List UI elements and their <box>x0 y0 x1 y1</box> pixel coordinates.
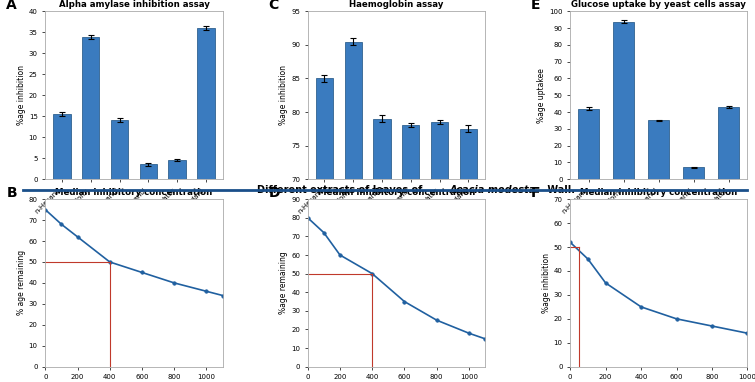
Bar <box>374 119 390 382</box>
Bar <box>613 21 634 179</box>
Text: Different extracts of leaves of: Different extracts of leaves of <box>257 185 426 195</box>
Bar <box>431 122 448 382</box>
Bar <box>197 28 214 179</box>
Bar <box>168 160 186 179</box>
Text: Acacia modesta: Acacia modesta <box>449 185 535 195</box>
Y-axis label: %age remaining: %age remaining <box>279 252 288 314</box>
Bar <box>402 125 419 382</box>
Text: C: C <box>269 0 279 12</box>
Bar <box>54 114 71 179</box>
Text: A: A <box>6 0 17 12</box>
Y-axis label: %age uptakee: %age uptakee <box>538 68 546 123</box>
Bar <box>460 129 477 382</box>
Text: Wall.: Wall. <box>544 185 575 195</box>
Title: Non-Enzymatic Glycosylation of
Haemoglobin assay: Non-Enzymatic Glycosylation of Haemoglob… <box>319 0 473 9</box>
Title: Glucose uptake by yeast cells assay: Glucose uptake by yeast cells assay <box>572 0 746 9</box>
Bar <box>718 107 739 179</box>
Y-axis label: %age inhibition: %age inhibition <box>17 65 26 125</box>
Bar <box>82 37 100 179</box>
Title: Alpha amylase inhibition assay: Alpha amylase inhibition assay <box>59 0 209 9</box>
Text: F: F <box>531 186 541 200</box>
Title: Median inhibitory concentration: Median inhibitory concentration <box>55 188 213 197</box>
Text: B: B <box>6 186 17 200</box>
Y-axis label: %age inhibition: %age inhibition <box>542 253 550 313</box>
Bar <box>316 78 333 382</box>
Text: E: E <box>531 0 541 12</box>
Y-axis label: %age inhibition: %age inhibition <box>279 65 288 125</box>
Title: Median inhibitory concentration: Median inhibitory concentration <box>580 188 738 197</box>
Bar <box>649 120 669 179</box>
Title: Median inhibitory concentration: Median inhibitory concentration <box>318 188 475 197</box>
Bar <box>344 42 362 382</box>
Text: D: D <box>269 186 280 200</box>
Y-axis label: % age remaining: % age remaining <box>17 250 26 316</box>
Bar <box>111 120 128 179</box>
Bar <box>140 164 157 179</box>
Bar <box>683 167 704 179</box>
Bar <box>578 108 599 179</box>
